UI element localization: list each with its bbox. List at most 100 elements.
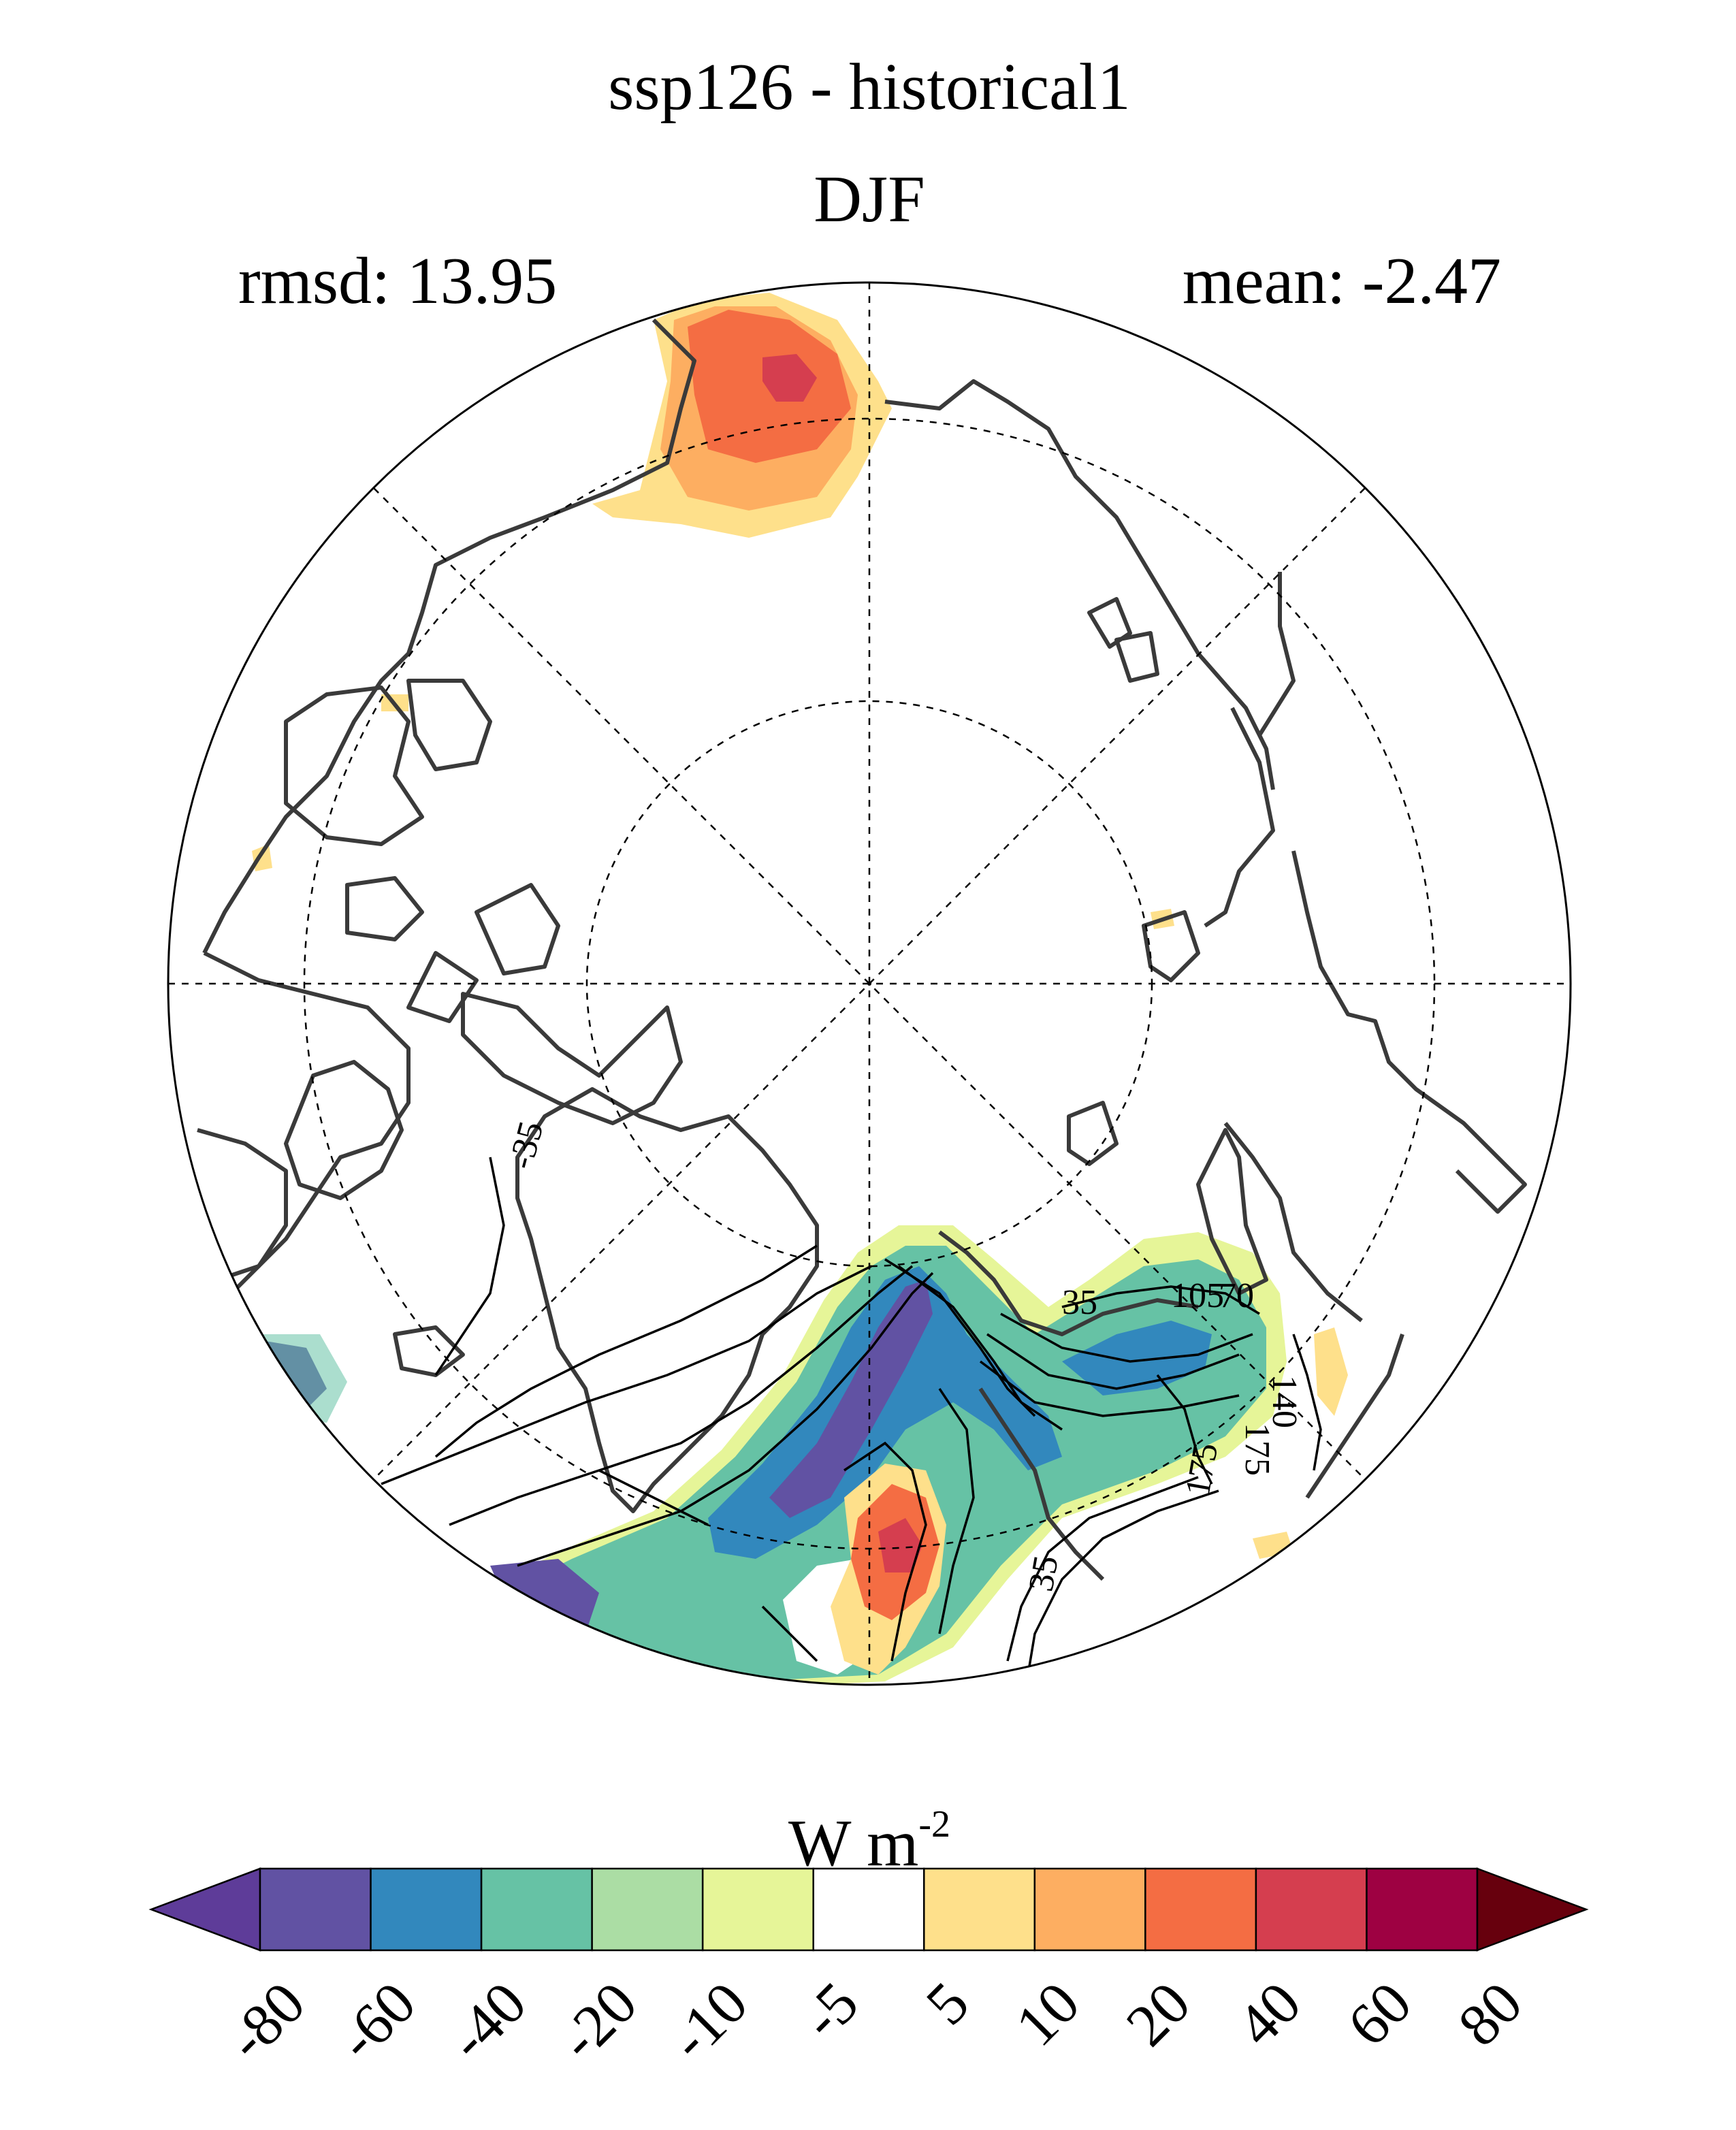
colorbar-box <box>701 1867 814 1952</box>
contour-label: 70 <box>1219 1276 1254 1315</box>
anomaly-fill-small-positive-4 <box>252 844 272 871</box>
colorbar-tick-label: 5 <box>914 1970 982 2038</box>
contour-label: 35 <box>1022 1553 1066 1594</box>
map-boundary <box>167 281 1572 1686</box>
colorbar-box <box>923 1867 1036 1952</box>
coast-kamchatka <box>1257 572 1296 737</box>
anomaly-fill-40 <box>762 354 817 402</box>
coast-kara <box>1223 1122 1363 1323</box>
anomaly-fill-minus60 <box>769 1280 933 1518</box>
contour-line <box>1292 1334 1322 1471</box>
coast-novaya-zemlya <box>1196 1128 1268 1295</box>
colorbar-tick-label: -60 <box>325 1970 429 2073</box>
contour-line <box>843 1441 927 1662</box>
colorbar: W m-2 -80 -60 -40 -20 -10 -5 5 10 20 40 60 80 <box>148 1803 1589 2073</box>
contour-line <box>434 1157 505 1376</box>
contour-line <box>449 1265 914 1526</box>
contour-label: 35 <box>1062 1283 1097 1322</box>
contour-line <box>381 1265 872 1485</box>
coast-island-ne-1 <box>1087 597 1132 649</box>
coast-canada-arctic-2 <box>406 679 492 771</box>
contour-label: 105 <box>1171 1276 1224 1315</box>
contour-line <box>979 1360 1240 1417</box>
contour-line <box>1006 1476 1199 1662</box>
colorbar-tick-label: -80 <box>214 1970 318 2073</box>
title-line2: DJF <box>814 163 925 236</box>
coast-baffin <box>461 992 683 1125</box>
title-line1: ssp126 - historical1 <box>608 50 1131 124</box>
coast-canada-arctic-1 <box>284 685 424 846</box>
colorbar-box <box>1144 1867 1257 1952</box>
contour-label-group: -35 35 105 70 175 140 175 35 <box>502 1117 1304 1594</box>
north-pole-dot <box>867 982 871 986</box>
colorbar-tick-label: 80 <box>1446 1970 1535 2059</box>
colorbar-tick-labels: -80 -60 -40 -20 -10 -5 5 10 20 40 60 80 <box>214 1970 1535 2073</box>
colorbar-tick-label: -5 <box>789 1970 871 2052</box>
colorbar-tick-label: -20 <box>547 1970 650 2073</box>
coast-greenland <box>515 1087 819 1513</box>
coast-alaska <box>202 318 696 954</box>
coast-labrador <box>284 1060 404 1200</box>
colorbar-box <box>259 1867 372 1952</box>
polar-map: -35 35 105 70 175 140 175 35 <box>167 281 1572 1686</box>
coast-scandinavia <box>938 1230 1199 1336</box>
contour-line <box>1061 1285 1260 1315</box>
coast-canada-mainland <box>197 1128 288 1282</box>
colorbar-tick-label: 10 <box>1003 1970 1093 2059</box>
colorbar-box <box>591 1867 704 1952</box>
colorbar-box <box>1255 1867 1368 1952</box>
coast-europe <box>978 1387 1105 1581</box>
contour-line <box>517 1272 934 1567</box>
mean-label: mean: -2.47 <box>1183 244 1501 318</box>
coast-svalbard <box>1067 1101 1119 1166</box>
contour-line <box>434 1244 818 1458</box>
anomaly-fill-positive-40 <box>878 1518 922 1572</box>
coast-canada-arctic-3 <box>345 876 424 941</box>
contour-line <box>1027 1489 1219 1675</box>
contour-line <box>761 1605 818 1662</box>
contour-label: 140 <box>1265 1375 1304 1428</box>
contour-line <box>1000 1312 1253 1363</box>
coastlines <box>197 318 1527 1581</box>
atlantic-anomaly <box>252 694 1348 1685</box>
contour-line <box>1156 1374 1213 1485</box>
coast-island-ne-3 <box>1142 910 1200 982</box>
coast-siberia-north <box>1204 707 1275 928</box>
contour-label: 175 <box>1238 1423 1276 1476</box>
colorbar-tick-label: -10 <box>657 1970 760 2073</box>
colorbar-box <box>1033 1867 1146 1952</box>
colorbar-tick-label: -40 <box>436 1970 539 2073</box>
colorbar-triangle-high <box>1476 1867 1589 1952</box>
colorbar-tick-label: 60 <box>1335 1970 1424 2059</box>
anomaly-fill-west-blob-edge <box>252 1334 347 1423</box>
colorbar-box <box>812 1867 925 1952</box>
anomaly-fill-small-positive-1 <box>1314 1327 1348 1416</box>
coast-siberia-east <box>884 379 1275 790</box>
colorbar-tick-label: 40 <box>1225 1970 1314 2059</box>
contour-label: -35 <box>502 1117 551 1173</box>
pacific-anomaly <box>592 293 892 538</box>
coast-canada-arctic-4 <box>475 883 560 975</box>
contour-line <box>897 1265 1063 1431</box>
anomaly-fill-small-positive-2 <box>1253 1532 1293 1559</box>
coast-iceland <box>393 1325 465 1377</box>
rmsd-label: rmsd: 13.95 <box>238 244 557 318</box>
colorbar-boxes <box>148 1867 1589 1952</box>
contour-line <box>986 1333 1240 1390</box>
colorbar-box <box>370 1867 483 1952</box>
coast-hudson <box>202 951 411 1336</box>
colorbar-box <box>480 1867 593 1952</box>
contour-label: 175 <box>1178 1440 1226 1499</box>
coast-taymyr <box>1291 850 1527 1214</box>
colorbar-tick-label: 20 <box>1114 1970 1203 2059</box>
colorbar-box <box>1366 1867 1479 1952</box>
colorbar-unit-exponent: -2 <box>918 1803 950 1845</box>
contour-line <box>598 1469 709 1526</box>
coast-island-ne-2 <box>1114 631 1159 683</box>
contour-line <box>938 1388 975 1634</box>
coast-canada-arctic-5 <box>406 951 479 1023</box>
colorbar-triangle-low <box>148 1867 261 1952</box>
coast-siberia-west <box>1305 1334 1404 1499</box>
contour-lines <box>381 1157 1322 1675</box>
